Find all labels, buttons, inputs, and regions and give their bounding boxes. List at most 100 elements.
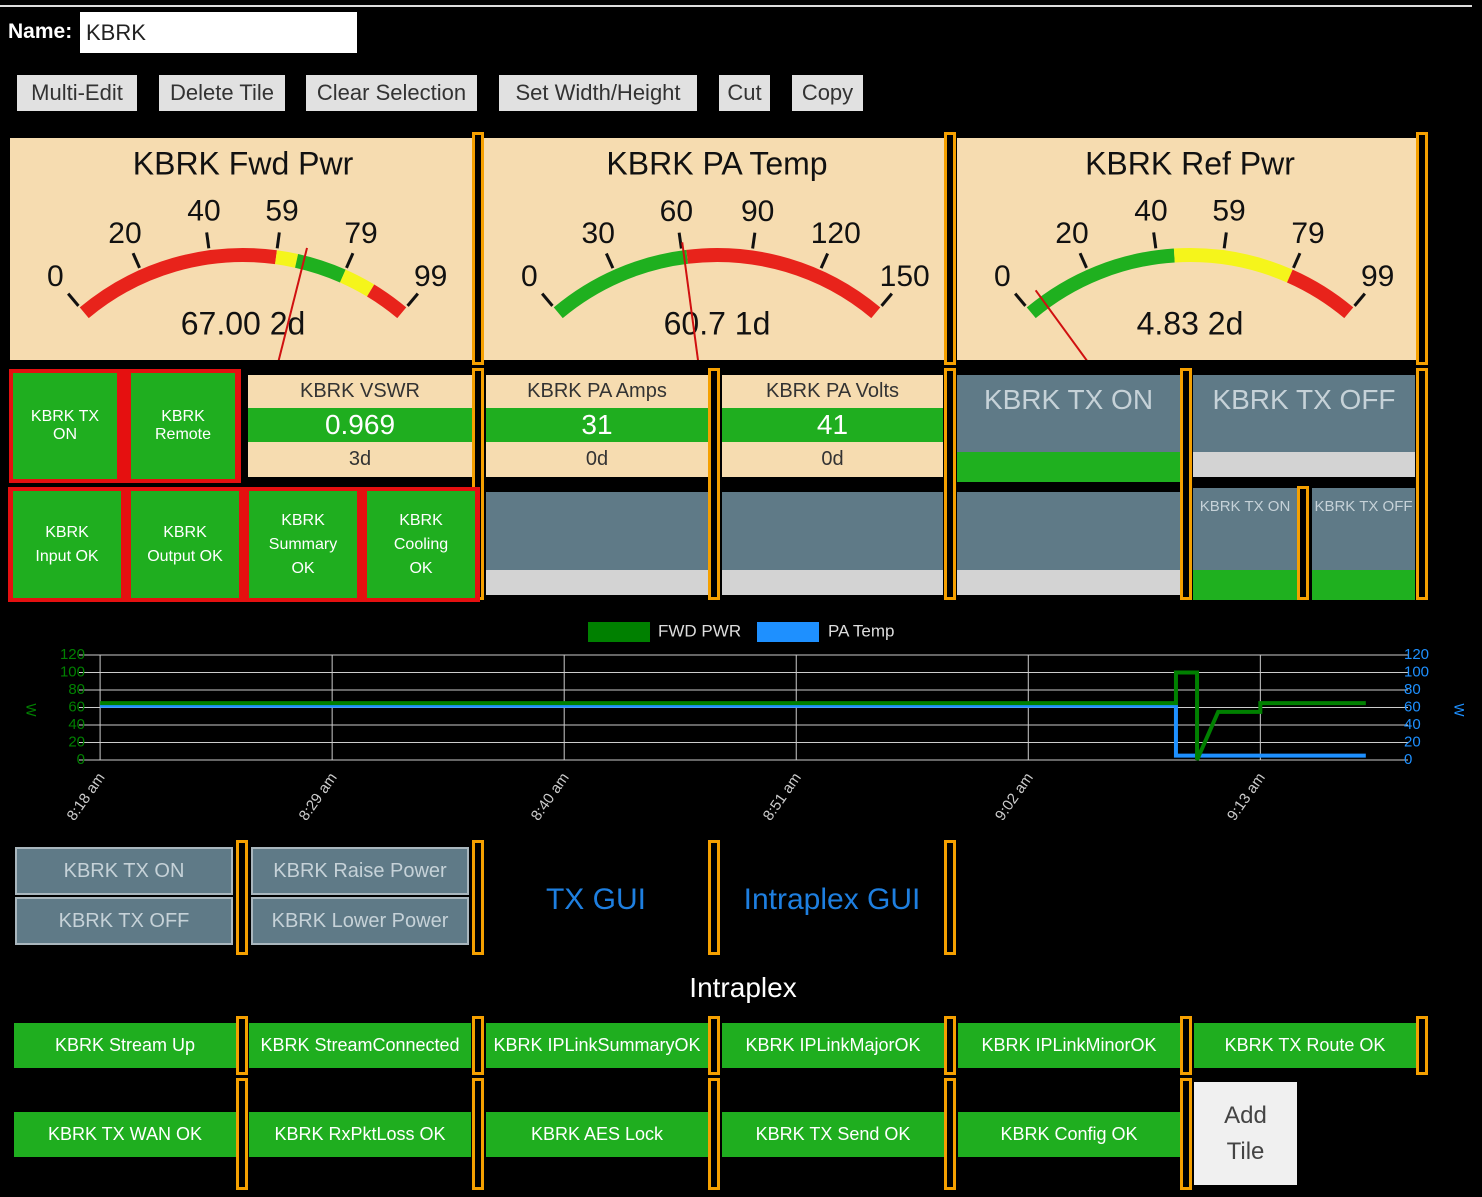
status-tile: KBRK TX WAN OK — [14, 1112, 236, 1157]
status-tile: KBRK Summary OK — [249, 491, 357, 598]
gauge-tick — [131, 252, 141, 269]
name-label: Name: — [8, 20, 73, 43]
x-tick-label: 9:13 am — [1224, 770, 1269, 824]
status-tile: KBRK IPLinkSummaryOK — [486, 1023, 708, 1068]
toolbar-button[interactable]: Multi-Edit — [17, 75, 137, 111]
gauge-tick — [1353, 292, 1366, 307]
gauge-zone — [686, 248, 881, 319]
series-line — [100, 670, 1366, 761]
resize-handle — [708, 1016, 720, 1075]
gauge-tick — [345, 252, 355, 269]
resize-handle — [1180, 1078, 1192, 1190]
gauge-tick — [67, 292, 80, 307]
gauge-zone — [366, 284, 407, 319]
control-button[interactable]: KBRK Raise Power — [251, 847, 469, 895]
gauge-zone — [1026, 248, 1175, 319]
link[interactable]: TX GUI — [545, 883, 646, 916]
legend-swatch — [757, 622, 819, 642]
gauge-tick — [541, 292, 554, 307]
status-tile: KBRK Cooling OK — [367, 491, 475, 598]
control-button[interactable]: KBRK TX ON — [15, 847, 233, 895]
gauge-tick-label: 40 — [187, 195, 220, 228]
x-tick-label: 8:40 am — [528, 770, 573, 824]
y2-tick-label: 20 — [1404, 733, 1421, 750]
link[interactable]: Intraplex GUI — [743, 883, 921, 916]
gauge-zone — [339, 269, 375, 297]
state-bar — [957, 452, 1180, 482]
button-tile[interactable]: KBRK TX OFF — [1193, 375, 1415, 452]
add-tile-button[interactable]: Add Tile — [1194, 1082, 1297, 1185]
gauge-title: KBRK PA Temp — [606, 145, 827, 181]
y-tick-label: 40 — [68, 716, 85, 733]
status-tile: KBRK IPLinkMajorOK — [722, 1023, 944, 1068]
gauge-tick-label: 59 — [265, 195, 298, 228]
button-tile[interactable]: KBRK TX ON — [957, 375, 1180, 452]
y2-tick-label: 60 — [1404, 698, 1421, 715]
toolbar-button[interactable]: Clear Selection — [306, 75, 477, 111]
name-input[interactable]: KBRK — [80, 12, 357, 53]
status-tile: KBRK RxPktLoss OK — [249, 1112, 471, 1157]
control-button[interactable]: KBRK TX OFF — [15, 897, 233, 945]
legend-swatch — [588, 622, 650, 642]
status-tile: KBRK TX Send OK — [722, 1112, 944, 1157]
gauge-tick — [677, 232, 683, 249]
x-tick-label: 8:18 am — [64, 770, 109, 824]
blank-tile — [957, 492, 1180, 570]
gauge: KBRK PA Temp 0 30 60 90 120 150 60.7 1d — [484, 138, 946, 360]
toolbar-button[interactable]: Copy — [792, 75, 863, 111]
value-tile-age: 0d — [585, 448, 609, 470]
y-tick-label: 20 — [68, 733, 85, 750]
gauge-tick-label: 59 — [1212, 195, 1245, 228]
resize-handle — [236, 840, 248, 955]
gauge-needle — [277, 247, 308, 360]
gauge-title: KBRK Ref Pwr — [1085, 145, 1295, 181]
x-tick-label: 8:51 am — [760, 770, 805, 824]
resize-handle — [1297, 486, 1309, 600]
toolbar-button[interactable]: Cut — [719, 75, 770, 111]
control-button[interactable]: KBRK Lower Power — [251, 897, 469, 945]
value-tile-value: 0.969 — [248, 408, 472, 442]
resize-handle — [944, 1016, 956, 1075]
gauge-tick — [1292, 252, 1302, 269]
gauge-tick-label: 90 — [741, 195, 774, 228]
y-axis-label: W — [23, 703, 39, 717]
gauge-tick-label: 0 — [47, 260, 64, 293]
state-bar — [1312, 570, 1415, 600]
gauge-tick-label: 79 — [344, 217, 377, 250]
legend-label: PA Temp — [828, 621, 894, 640]
gauge-zone — [294, 254, 346, 283]
gauge-tick — [1014, 292, 1027, 307]
resize-handle — [236, 1078, 248, 1190]
top-rule — [0, 5, 1472, 7]
resize-handle — [944, 368, 956, 600]
value-tile-value: 31 — [486, 408, 708, 442]
y2-tick-label: 80 — [1404, 681, 1421, 698]
y2-tick-label: 120 — [1404, 646, 1429, 663]
button-tile[interactable]: KBRK TX OFF — [1312, 488, 1415, 570]
y2-axis-label: W — [1451, 703, 1467, 717]
status-tile: KBRK Remote — [131, 373, 235, 479]
gauge-tick-label: 150 — [880, 260, 930, 293]
status-tile: KBRK StreamConnected — [249, 1023, 471, 1068]
resize-handle — [1180, 1016, 1192, 1075]
gauge: KBRK Fwd Pwr 0 20 40 59 79 99 67.00 2d — [10, 138, 472, 360]
gauge-tick-label: 20 — [108, 217, 141, 250]
resize-handle — [708, 1078, 720, 1190]
button-tile[interactable]: KBRK TX ON — [1193, 488, 1297, 570]
status-tile: KBRK IPLinkMinorOK — [958, 1023, 1180, 1068]
gauge-tick-label: 79 — [1291, 217, 1324, 250]
resize-handle — [944, 132, 956, 365]
resize-handle — [1180, 368, 1192, 600]
status-tile: KBRK TX Route OK — [1194, 1023, 1416, 1068]
toolbar-button[interactable]: Delete Tile — [159, 75, 285, 111]
resize-handle — [1416, 368, 1428, 600]
value-tile-title: KBRK VSWR — [299, 380, 421, 402]
toolbar-button[interactable]: Set Width/Height — [499, 75, 697, 111]
gauge-readout: 60.7 1d — [664, 305, 771, 341]
blank-tile — [486, 492, 708, 570]
value-tile-value: 41 — [722, 408, 943, 442]
gauge-tick — [751, 232, 757, 249]
gauge-zone — [79, 248, 277, 319]
gauge-tick — [1152, 232, 1158, 249]
series-line — [100, 703, 1366, 758]
